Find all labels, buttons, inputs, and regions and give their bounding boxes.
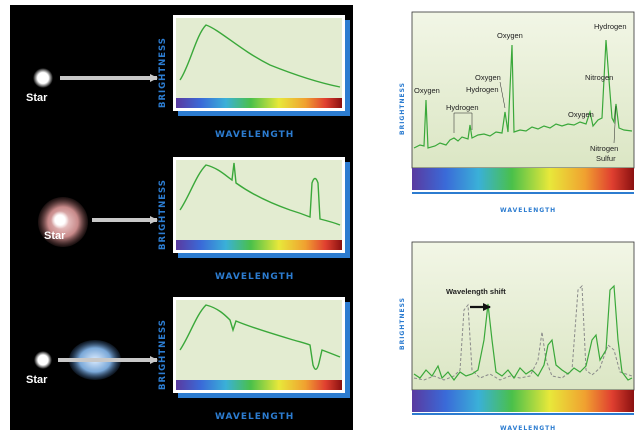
annotation: Oxygen [475, 73, 501, 82]
y-axis-label: BRIGHTNESS [399, 297, 406, 350]
x-axis-label: WAVELENGTH [500, 425, 556, 432]
continuous-spectrum-curve [179, 24, 341, 88]
plot-area [411, 241, 635, 391]
star-label: Star [26, 374, 48, 386]
row-3: Star BRIGHTNESS WAVELENGTH [26, 297, 350, 422]
plot-area [176, 160, 342, 250]
shift-annotation: Wavelength shift [446, 287, 506, 296]
emission-spectrum-curve [179, 162, 341, 226]
absorption-spectrum-curve [179, 304, 341, 370]
x-axis-label: WAVELENGTH [215, 272, 294, 282]
emission-spectrum-curve [413, 39, 633, 149]
star-icon [33, 68, 53, 88]
annotation-leader [613, 105, 617, 144]
shifted-spectrum-curve [413, 284, 633, 381]
x-axis-label: WAVELENGTH [215, 130, 294, 140]
star-label: Star [44, 230, 66, 242]
y-axis-label: BRIGHTNESS [158, 319, 168, 390]
star-icon [51, 211, 69, 229]
plot-area [176, 300, 342, 390]
annotation-bracket [453, 112, 473, 133]
wavelength-shift-plot: Wavelength shift BRIGHTNESS WAVELENGTH [399, 240, 635, 432]
spectrum-bar [176, 240, 342, 250]
left-diagram: Star BRIGHTNESS WAVELENGTH Star BRIGHTNE… [26, 15, 350, 422]
emission-line-plot: BRIGHTNESS WAVELENGTH Oxygen Hydrogen Ox… [399, 10, 635, 214]
spectrum-bar [176, 98, 342, 108]
plot-area [176, 18, 342, 108]
reference-spectrum-curve [413, 284, 633, 381]
star-icon [34, 351, 52, 369]
star-label: Star [26, 92, 48, 104]
annotation: Oxygen [497, 31, 523, 40]
annotation: Nitrogen [590, 144, 618, 153]
spectrum-bar [412, 168, 634, 190]
annotation: Hydrogen [594, 22, 627, 31]
x-axis-label: WAVELENGTH [215, 412, 294, 422]
annotation: Nitrogen [585, 73, 613, 82]
annotation: Hydrogen [466, 85, 499, 94]
annotation: Oxygen [414, 86, 440, 95]
x-axis-label: WAVELENGTH [500, 207, 556, 214]
right-area: BRIGHTNESS WAVELENGTH Oxygen Hydrogen Ox… [380, 0, 635, 433]
spectrum-bar [176, 380, 342, 390]
y-axis-label: BRIGHTNESS [158, 179, 168, 250]
left-panel: Star BRIGHTNESS WAVELENGTH Star BRIGHTNE… [10, 5, 353, 430]
right-diagram: BRIGHTNESS WAVELENGTH Oxygen Hydrogen Ox… [399, 10, 635, 432]
annotation: Oxygen [568, 110, 594, 119]
y-axis-label: BRIGHTNESS [158, 37, 168, 108]
spectrum-bar [412, 390, 634, 412]
row-1: Star BRIGHTNESS WAVELENGTH [26, 15, 350, 140]
y-axis-label: BRIGHTNESS [399, 82, 406, 135]
annotation: Hydrogen [446, 103, 479, 112]
row-2: Star BRIGHTNESS WAVELENGTH [38, 157, 350, 282]
annotation-leader [499, 81, 506, 109]
annotation: Sulfur [596, 154, 616, 163]
